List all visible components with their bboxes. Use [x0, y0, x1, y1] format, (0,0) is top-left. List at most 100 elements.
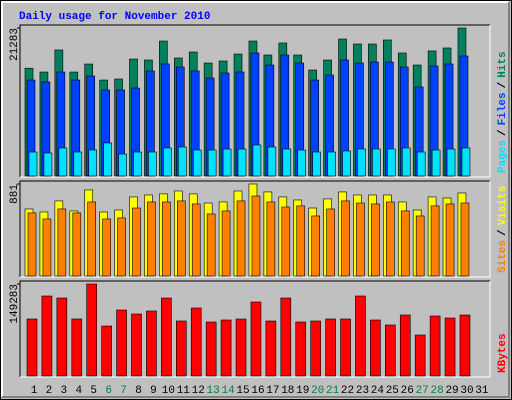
x-tick-label: 13	[207, 385, 220, 397]
bar	[163, 147, 172, 177]
bar	[178, 146, 187, 177]
bar	[41, 295, 53, 377]
bar	[250, 301, 262, 377]
bar	[43, 152, 53, 177]
x-tick-label: 9	[150, 385, 157, 397]
bar	[372, 148, 381, 177]
x-tick-label: 16	[251, 385, 264, 397]
x-tick-label: 10	[162, 385, 175, 397]
chart-title: Daily usage for November 2010	[19, 11, 210, 23]
bar	[146, 310, 157, 377]
bar	[162, 201, 171, 277]
bar	[370, 319, 381, 377]
plot-border-light	[20, 181, 491, 278]
bar	[385, 324, 396, 377]
bar	[311, 215, 320, 277]
bar	[401, 147, 411, 177]
bar	[56, 297, 68, 377]
bar	[252, 144, 262, 177]
x-tick-label: 27	[416, 385, 429, 397]
bar	[444, 317, 456, 377]
x-tick-label: 2	[46, 385, 53, 397]
bar	[267, 146, 277, 177]
plot-border-light	[20, 25, 491, 178]
bar	[206, 213, 216, 277]
bar	[101, 325, 112, 377]
bar	[237, 148, 247, 177]
bar	[190, 307, 202, 377]
bar	[265, 320, 277, 377]
bar	[133, 151, 142, 177]
bar	[221, 210, 231, 277]
bar	[295, 321, 307, 377]
bar	[461, 147, 471, 177]
plot-border-dark	[19, 180, 490, 277]
x-tick-label: 26	[401, 385, 414, 397]
bar	[191, 203, 201, 277]
bar	[327, 151, 336, 177]
bar	[161, 297, 172, 377]
bar	[310, 320, 321, 377]
bar	[357, 148, 366, 177]
bar	[340, 318, 351, 377]
bar	[71, 318, 83, 377]
bar	[235, 318, 247, 377]
bar	[399, 314, 411, 377]
bar	[205, 321, 217, 377]
legend-entry: KBytes	[497, 333, 509, 373]
x-tick-label: 21	[326, 385, 340, 397]
x-tick-label: 23	[356, 385, 369, 397]
x-tick-label: 19	[296, 385, 309, 397]
bar	[296, 205, 306, 277]
bar	[387, 148, 396, 177]
bar	[431, 149, 441, 177]
bar	[222, 148, 232, 177]
bar	[192, 149, 202, 177]
x-tick-label: 22	[341, 385, 354, 397]
plot-border-dark	[19, 280, 490, 377]
y-tick-label: 881	[9, 184, 21, 204]
legend: Pages / Files / Hits	[497, 51, 509, 173]
bar	[176, 320, 187, 377]
bar	[118, 153, 127, 177]
bar	[220, 319, 232, 377]
bar	[355, 295, 366, 377]
x-tick-label: 12	[192, 385, 205, 397]
x-tick-label: 29	[445, 385, 458, 397]
bar	[147, 201, 156, 277]
bar	[72, 212, 82, 277]
bar	[86, 283, 98, 377]
plot-border-dark	[19, 24, 490, 177]
bar	[57, 208, 67, 277]
legend: KBytes	[497, 333, 509, 373]
bar	[414, 334, 426, 377]
bar	[117, 217, 126, 277]
bar	[132, 207, 141, 277]
y-tick-label: 149283	[9, 284, 21, 324]
x-tick-label: 3	[61, 385, 68, 397]
bar	[88, 149, 98, 177]
x-tick-label: 17	[266, 385, 279, 397]
bar	[386, 201, 395, 277]
bar	[266, 201, 276, 277]
bar	[445, 203, 455, 277]
bar	[342, 150, 351, 177]
x-tick-label: 15	[236, 385, 249, 397]
x-tick-label: 20	[311, 385, 324, 397]
plot-border-light	[20, 281, 491, 378]
y-tick-label: 21283	[9, 28, 21, 61]
bar	[400, 210, 410, 277]
bar	[103, 142, 112, 177]
bar	[27, 212, 37, 277]
x-tick-label: 7	[120, 385, 127, 397]
x-tick-label: 24	[371, 385, 385, 397]
bar	[73, 151, 83, 177]
x-tick-label: 30	[460, 385, 473, 397]
x-tick-label: 28	[431, 385, 444, 397]
x-tick-label: 1	[31, 385, 38, 397]
bar	[28, 151, 38, 177]
bar	[430, 205, 440, 277]
